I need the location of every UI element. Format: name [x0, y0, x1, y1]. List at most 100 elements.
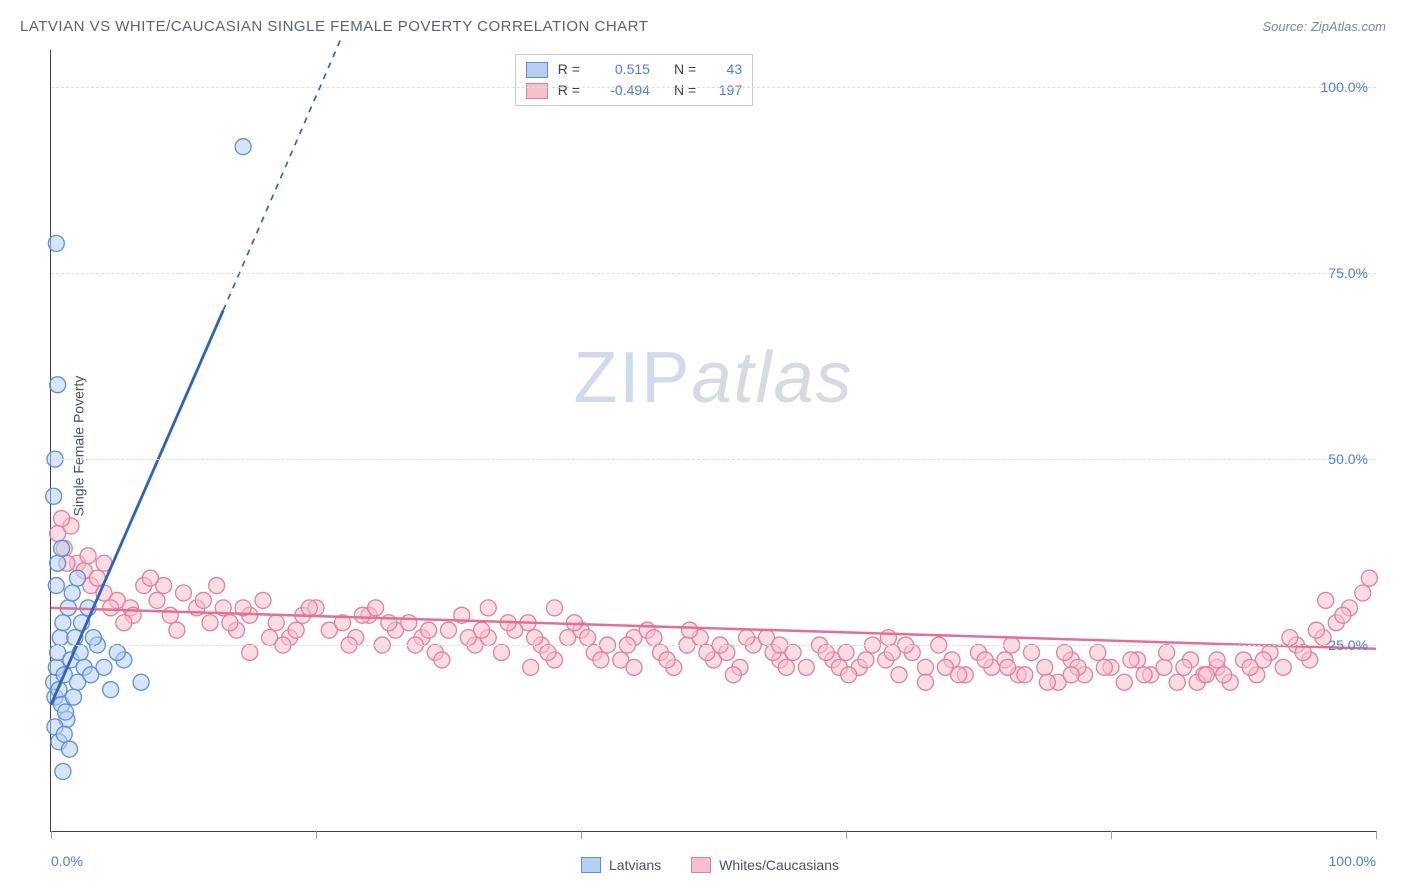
data-point: [70, 570, 86, 586]
data-point: [1156, 659, 1172, 675]
data-point: [202, 615, 218, 631]
data-point: [540, 644, 556, 660]
data-point: [48, 235, 64, 251]
data-point: [55, 615, 71, 631]
data-point: [116, 615, 132, 631]
data-point: [62, 741, 78, 757]
data-point: [301, 600, 317, 616]
data-point: [480, 600, 496, 616]
legend-n-label: N =: [674, 80, 696, 101]
data-point: [1159, 644, 1175, 660]
data-point: [368, 600, 384, 616]
data-point: [798, 659, 814, 675]
y-tick-label: 25.0%: [1328, 637, 1368, 653]
gridline: [51, 87, 1376, 88]
legend-r-value: 0.515: [590, 59, 650, 80]
data-point: [1090, 644, 1106, 660]
data-point: [242, 644, 258, 660]
legend-swatch: [526, 83, 548, 99]
data-point: [55, 763, 71, 779]
data-point: [626, 659, 642, 675]
y-tick-label: 50.0%: [1328, 451, 1368, 467]
gridline: [51, 645, 1376, 646]
data-point: [1176, 659, 1192, 675]
data-point: [778, 659, 794, 675]
data-point: [858, 652, 874, 668]
data-point: [162, 607, 178, 623]
data-point: [1039, 674, 1055, 690]
data-point: [547, 600, 563, 616]
data-point: [891, 667, 907, 683]
data-point: [103, 682, 119, 698]
data-point: [195, 592, 211, 608]
data-point: [56, 726, 72, 742]
legend-r-label: R =: [558, 59, 580, 80]
data-point: [1017, 667, 1033, 683]
data-point: [494, 644, 510, 660]
data-point: [54, 511, 70, 527]
data-point: [1355, 585, 1371, 601]
data-point: [682, 622, 698, 638]
x-tick: [1376, 831, 1377, 839]
x-tick: [51, 831, 52, 839]
data-point: [838, 644, 854, 660]
legend-item: Latvians: [581, 857, 661, 873]
data-point: [1063, 667, 1079, 683]
scatter-svg: [51, 50, 1376, 831]
chart-title: LATVIAN VS WHITE/CAUCASIAN SINGLE FEMALE…: [20, 18, 648, 35]
data-point: [222, 615, 238, 631]
data-point: [96, 659, 112, 675]
data-point: [1216, 667, 1232, 683]
data-point: [235, 139, 251, 155]
data-point: [977, 652, 993, 668]
legend-r-label: R =: [558, 80, 580, 101]
data-point: [133, 674, 149, 690]
x-tick-label: 0.0%: [51, 853, 83, 869]
data-point: [1037, 659, 1053, 675]
legend-n-value: 43: [706, 59, 742, 80]
data-point: [818, 644, 834, 660]
data-point: [918, 674, 934, 690]
data-point: [593, 652, 609, 668]
source-attribution: Source: ZipAtlas.com: [1262, 19, 1386, 34]
data-point: [176, 585, 192, 601]
data-point: [1057, 644, 1073, 660]
data-point: [1123, 652, 1139, 668]
data-point: [58, 704, 74, 720]
data-point: [918, 659, 934, 675]
data-point: [1282, 630, 1298, 646]
data-point: [739, 630, 755, 646]
data-point: [288, 622, 304, 638]
data-point: [255, 592, 271, 608]
legend-n-value: 197: [706, 80, 742, 101]
data-point: [421, 622, 437, 638]
legend-swatch: [526, 62, 548, 78]
data-point: [951, 667, 967, 683]
data-point: [1308, 622, 1324, 638]
data-point: [54, 540, 70, 556]
data-point: [841, 667, 857, 683]
data-point: [103, 600, 119, 616]
legend-n-label: N =: [674, 59, 696, 80]
data-point: [523, 659, 539, 675]
data-point: [401, 615, 417, 631]
data-point: [1318, 592, 1334, 608]
data-point: [1335, 607, 1351, 623]
data-point: [474, 622, 490, 638]
x-tick: [581, 831, 582, 839]
data-point: [527, 630, 543, 646]
x-tick-label: 100.0%: [1329, 853, 1376, 869]
data-point: [1361, 570, 1377, 586]
data-point: [884, 644, 900, 660]
data-point: [434, 652, 450, 668]
data-point: [1000, 659, 1016, 675]
data-point: [109, 644, 125, 660]
data-point: [46, 488, 62, 504]
data-point: [1116, 674, 1132, 690]
data-point: [52, 630, 68, 646]
data-point: [1198, 667, 1214, 683]
x-tick: [316, 831, 317, 839]
data-point: [1209, 652, 1225, 668]
data-point: [646, 630, 662, 646]
data-point: [48, 578, 64, 594]
